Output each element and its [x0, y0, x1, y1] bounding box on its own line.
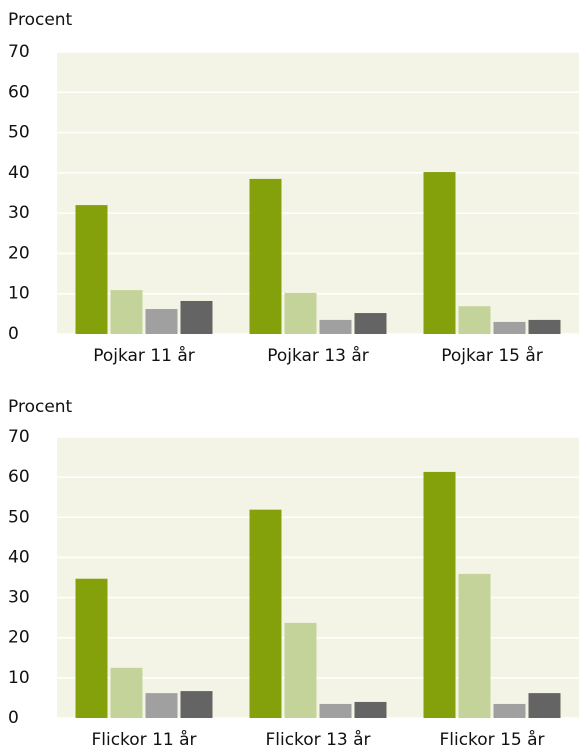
y-tick-label: 50: [8, 123, 30, 143]
x-tick-label: Flickor 15 år: [439, 729, 544, 750]
bar: [458, 306, 491, 334]
bar: [493, 703, 526, 718]
y-tick-label: 40: [8, 547, 30, 567]
y-axis-label: Procent: [8, 397, 73, 417]
bar: [354, 701, 387, 718]
y-tick-label: 30: [8, 588, 30, 608]
x-tick-label: Pojkar 13 år: [267, 345, 369, 366]
bar: [110, 667, 143, 718]
bar: [180, 691, 213, 718]
y-tick-label: 50: [8, 507, 30, 527]
bar: [75, 205, 108, 334]
plot-area: [57, 437, 579, 718]
x-tick-label: Pojkar 15 år: [441, 345, 543, 366]
bar: [319, 319, 352, 334]
y-tick-label: 30: [8, 203, 30, 223]
bar: [528, 319, 561, 334]
y-tick-label: 10: [8, 668, 30, 688]
bar: [180, 300, 213, 334]
bar: [145, 309, 178, 334]
y-tick-label: 70: [8, 427, 30, 447]
bar: [249, 178, 282, 334]
bar: [423, 471, 456, 718]
bar: [110, 290, 143, 334]
bar: [528, 693, 561, 718]
y-tick-label: 20: [8, 628, 30, 648]
y-tick-label: 0: [8, 708, 19, 728]
bar: [145, 693, 178, 718]
bar: [75, 578, 108, 718]
y-tick-label: 0: [8, 324, 19, 344]
x-tick-label: Flickor 13 år: [265, 729, 370, 750]
bar: [493, 321, 526, 334]
bar: [284, 292, 317, 334]
y-tick-label: 60: [8, 82, 30, 102]
y-tick-label: 60: [8, 467, 30, 487]
bar: [458, 573, 491, 718]
y-axis-label: Procent: [8, 10, 73, 30]
bar: [319, 703, 352, 718]
bar: [423, 172, 456, 334]
plot-area: [57, 52, 579, 334]
y-tick-label: 40: [8, 163, 30, 183]
bar: [354, 313, 387, 334]
bar: [284, 622, 317, 718]
y-tick-label: 20: [8, 243, 30, 263]
bar: [249, 509, 282, 718]
x-tick-label: Flickor 11 år: [91, 729, 196, 750]
y-tick-label: 10: [8, 284, 30, 304]
y-tick-label: 70: [8, 42, 30, 62]
x-tick-label: Pojkar 11 år: [93, 345, 195, 366]
